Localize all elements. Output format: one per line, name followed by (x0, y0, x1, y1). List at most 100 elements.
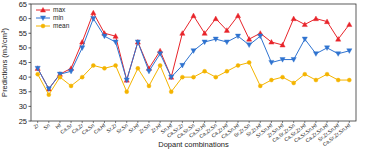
marker (247, 43, 252, 48)
marker (224, 28, 229, 33)
series-line (38, 63, 350, 95)
marker (235, 34, 240, 39)
y-tick (29, 106, 32, 107)
marker (313, 52, 318, 57)
y-tick (29, 77, 32, 78)
x-tick (226, 121, 227, 123)
x-tick (315, 121, 316, 123)
marker (202, 31, 207, 36)
x-tick (293, 121, 294, 123)
marker (124, 77, 129, 82)
y-tick-label: 25 (19, 117, 27, 126)
marker (314, 78, 318, 82)
marker (313, 16, 318, 21)
series-line (38, 13, 350, 89)
marker (324, 19, 329, 24)
marker (135, 40, 140, 45)
marker (347, 49, 352, 54)
series-line (38, 19, 350, 89)
marker (269, 78, 273, 82)
x-tick (48, 121, 49, 123)
legend-marker (40, 16, 45, 21)
marker (224, 40, 229, 45)
marker (302, 22, 307, 27)
x-tick (93, 121, 94, 123)
marker (347, 78, 351, 82)
y-tick-label: 55 (19, 29, 27, 38)
marker (113, 34, 118, 39)
x-tick (215, 121, 216, 123)
y-tick (29, 18, 32, 19)
marker (291, 57, 296, 62)
marker (302, 37, 307, 42)
marker (135, 39, 140, 44)
marker (258, 34, 263, 39)
legend-marker (41, 24, 45, 28)
marker (102, 66, 106, 70)
marker (324, 46, 329, 51)
plot-frame (31, 4, 356, 121)
x-tick (160, 121, 161, 123)
marker (180, 31, 185, 36)
marker (35, 66, 40, 71)
marker (325, 72, 329, 76)
x-tick (148, 121, 149, 123)
x-tick (238, 121, 239, 123)
marker (247, 61, 251, 65)
y-tick-label: 50 (19, 43, 27, 52)
y-tick-label: 40 (19, 73, 27, 82)
x-tick (59, 121, 60, 123)
marker (336, 78, 340, 82)
marker (80, 46, 85, 51)
marker (158, 52, 163, 57)
marker (213, 37, 218, 42)
marker (191, 13, 196, 18)
y-tick (29, 91, 32, 92)
marker (303, 72, 307, 76)
marker (291, 16, 296, 21)
x-axis-label: Dopant combinations (158, 140, 229, 149)
x-tick (104, 121, 105, 123)
marker (336, 37, 341, 42)
marker (58, 75, 62, 79)
y-tick (29, 62, 32, 63)
x-tick (204, 121, 205, 123)
marker (280, 42, 285, 47)
marker (136, 66, 140, 70)
x-tick (327, 121, 328, 123)
marker (113, 40, 118, 45)
marker (169, 75, 174, 80)
marker (169, 75, 174, 80)
marker (191, 49, 196, 54)
marker (269, 60, 274, 65)
x-tick (193, 121, 194, 123)
chart: 253035404550556065ZrSnHfCa,SrCa,ZrCa,SnC… (0, 0, 378, 149)
legend-label: min (53, 14, 64, 21)
x-tick (304, 121, 305, 123)
marker (46, 86, 51, 91)
marker (225, 69, 229, 73)
y-tick-label: 65 (19, 0, 27, 9)
x-tick-label: Sn (42, 122, 51, 131)
marker (158, 63, 162, 67)
y-tick-label: 35 (19, 87, 27, 96)
y-tick-label: 30 (19, 102, 27, 111)
x-tick (82, 121, 83, 123)
marker (214, 75, 218, 79)
marker (281, 75, 285, 79)
x-tick-label: Zr (32, 122, 40, 130)
marker (125, 90, 129, 94)
y-tick (29, 121, 32, 122)
marker (213, 16, 218, 21)
x-tick (171, 121, 172, 123)
marker (91, 63, 95, 67)
marker (69, 84, 73, 88)
marker (35, 66, 40, 71)
marker (269, 39, 274, 44)
marker (202, 40, 207, 45)
x-tick (249, 121, 250, 123)
y-tick (29, 33, 32, 34)
legend-label: mean (53, 22, 70, 29)
marker (102, 34, 107, 39)
marker (169, 90, 173, 94)
